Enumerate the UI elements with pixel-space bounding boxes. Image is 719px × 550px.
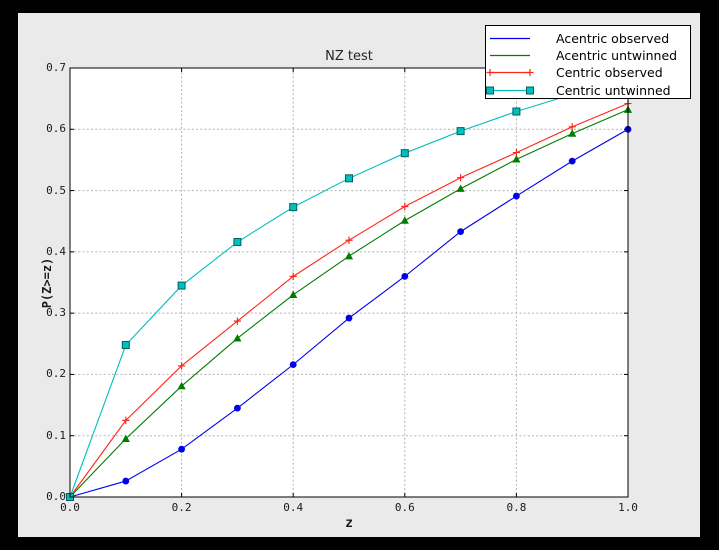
legend-plus-marker-icon xyxy=(526,69,534,77)
series-marker-acentric-observed xyxy=(122,477,130,485)
legend-row: Centric untwinned xyxy=(486,82,690,99)
x-tick-label: 0.2 xyxy=(171,501,192,514)
series-marker-centric-untwinned xyxy=(289,203,298,212)
y-tick-label: 0.7 xyxy=(46,61,66,74)
series-marker-centric-untwinned xyxy=(512,107,521,116)
series-marker-acentric-observed xyxy=(513,192,520,200)
legend-label: Centric untwinned xyxy=(556,82,671,98)
series-marker-acentric-observed xyxy=(457,228,464,236)
legend-square-marker-icon xyxy=(486,86,494,95)
series-marker-acentric-untwinned xyxy=(233,334,242,342)
series-marker-centric-observed xyxy=(233,317,241,325)
y-axis-label: P(Z>=z) xyxy=(40,257,54,309)
x-tick-label: 1.0 xyxy=(618,501,638,514)
series-marker-centric-untwinned xyxy=(345,174,353,183)
legend-square-marker-icon xyxy=(526,86,534,95)
series-marker-acentric-observed xyxy=(568,157,576,165)
series-marker-acentric-untwinned xyxy=(177,381,186,390)
plot-svg xyxy=(65,67,633,501)
legend-label: Acentric untwinned xyxy=(556,48,678,64)
plot-border xyxy=(69,67,629,498)
series-marker-acentric-observed xyxy=(234,404,241,412)
series-marker-centric-untwinned xyxy=(456,127,465,136)
series-marker-acentric-untwinned xyxy=(400,216,409,224)
series-marker-acentric-observed xyxy=(289,361,297,369)
legend-sample-line xyxy=(490,55,530,57)
legend-label: Acentric observed xyxy=(556,31,670,46)
series-marker-acentric-untwinned xyxy=(344,251,354,260)
series-marker-centric-observed xyxy=(457,174,465,182)
y-tick-label: 0.2 xyxy=(46,367,66,381)
series-marker-centric-observed xyxy=(401,202,409,211)
legend-sample-line xyxy=(486,86,534,95)
legend-plus-marker-icon xyxy=(486,69,494,77)
series-marker-acentric-observed xyxy=(178,445,186,453)
y-tick-label: 0.4 xyxy=(46,244,66,258)
y-tick-label: 0.3 xyxy=(46,306,66,320)
plot-area xyxy=(70,68,628,497)
series-marker-acentric-untwinned xyxy=(121,434,130,442)
y-tick-label: 0.1 xyxy=(46,428,66,442)
y-tick-label: 0.5 xyxy=(46,183,66,197)
legend-row: Acentric untwinned xyxy=(486,47,690,64)
series-marker-centric-observed xyxy=(178,362,186,370)
x-tick-label: 0.8 xyxy=(506,501,527,514)
chart-title: NZ test xyxy=(325,49,373,64)
series-marker-centric-observed xyxy=(122,416,130,424)
legend-row: Centric observed xyxy=(486,64,690,81)
series-marker-acentric-observed xyxy=(345,314,353,322)
series-marker-centric-untwinned xyxy=(233,238,242,247)
series-marker-centric-observed xyxy=(568,123,576,131)
series-marker-centric-observed xyxy=(289,272,297,280)
series-marker-centric-untwinned xyxy=(121,341,130,350)
x-tick-label: 0.4 xyxy=(283,501,304,514)
series-marker-acentric-untwinned xyxy=(568,129,577,137)
legend-sample-line xyxy=(490,37,530,40)
y-tick-label: 0.0 xyxy=(46,490,66,503)
series-marker-acentric-untwinned xyxy=(289,290,298,298)
series-marker-acentric-untwinned xyxy=(456,184,465,192)
x-tick-label: 0.6 xyxy=(394,501,415,514)
x-tick-label: 0.0 xyxy=(60,501,80,514)
legend-row: Acentric observed xyxy=(486,30,690,47)
x-axis-label: z xyxy=(345,516,353,531)
series-marker-acentric-observed xyxy=(401,272,409,280)
legend-label: Centric observed xyxy=(556,65,663,81)
figure-canvas: NZ test 0.0 0.2 0.4 0.6 0.8 1.0 0.0 0.1 0.2 0.3 0… xyxy=(18,13,700,537)
y-tick-label: 0.6 xyxy=(46,122,66,136)
series-marker-acentric-untwinned xyxy=(512,155,521,163)
series-marker-centric-observed xyxy=(512,148,520,157)
series-marker-centric-untwinned xyxy=(400,149,409,158)
series-marker-centric-observed xyxy=(345,236,353,244)
legend-sample-line xyxy=(486,69,534,77)
legend: Acentric observed Acentric untwinned Centr… xyxy=(485,25,691,99)
series-marker-centric-untwinned xyxy=(177,281,186,290)
